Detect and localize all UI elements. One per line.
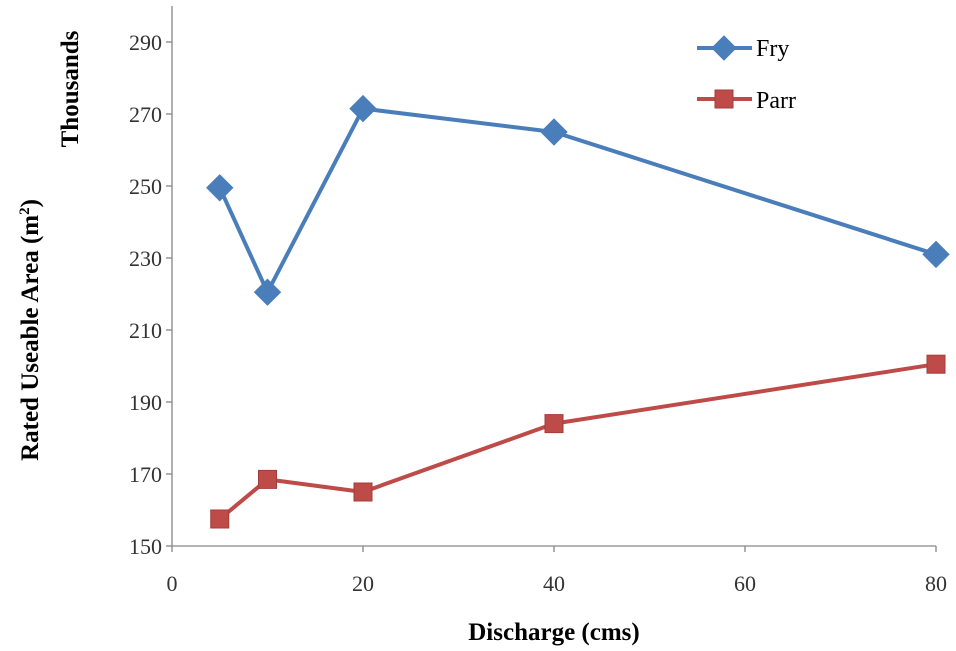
y-axis-title-suffix: ) — [17, 199, 44, 207]
series-line-parr — [218, 362, 937, 521]
data-point-parr — [926, 354, 946, 374]
series-parr — [210, 354, 946, 529]
y-tick-label: 170 — [129, 462, 162, 487]
legend-item-parr: Parr — [697, 88, 796, 114]
y-tick-label: 230 — [129, 246, 162, 271]
y-tick-label: 210 — [129, 318, 162, 343]
data-point-fry — [206, 174, 234, 202]
data-point-fry — [349, 94, 377, 123]
axes — [171, 6, 936, 547]
y-tick-label: 250 — [129, 174, 162, 199]
series-layer — [206, 94, 950, 529]
y-axis-units-label: Thousands — [57, 30, 84, 147]
y-axis-title: Rated Useable Area (m2) — [17, 199, 44, 461]
y-tick-label: 150 — [129, 534, 162, 559]
y-tick-label: 270 — [129, 102, 162, 127]
y-ticks: 150 170 190 210 230 250 270 290 — [129, 30, 172, 559]
x-tick-label: 40 — [543, 571, 565, 596]
y-axis-title-main: Rated Useable Area (m — [17, 215, 44, 461]
data-point-parr — [210, 509, 230, 529]
series-line-fry — [217, 106, 937, 295]
x-tick-label: 80 — [925, 571, 947, 596]
data-point-parr — [258, 469, 277, 489]
data-point-fry — [253, 278, 282, 306]
legend-label-fry: Fry — [756, 36, 789, 62]
y-tick-label: 290 — [129, 30, 162, 55]
data-point-fry — [540, 118, 568, 146]
x-axis-title: Discharge (cms) — [468, 619, 639, 646]
series-fry — [206, 94, 950, 306]
x-ticks: 0 20 40 60 80 — [167, 546, 947, 596]
x-tick-label: 0 — [167, 571, 178, 596]
legend-swatch-marker-parr — [714, 89, 734, 109]
legend: Fry Parr — [697, 35, 796, 114]
x-tick-label: 20 — [352, 571, 374, 596]
data-point-fry — [922, 240, 950, 269]
y-tick-label: 190 — [129, 390, 162, 415]
data-point-parr — [353, 482, 373, 502]
y-axis-title-superscript: 2 — [17, 207, 33, 215]
data-point-parr — [544, 414, 564, 434]
legend-swatch-marker-fry — [711, 35, 737, 61]
x-tick-label: 60 — [734, 571, 756, 596]
legend-label-parr: Parr — [756, 88, 796, 114]
legend-item-fry: Fry — [697, 35, 789, 62]
